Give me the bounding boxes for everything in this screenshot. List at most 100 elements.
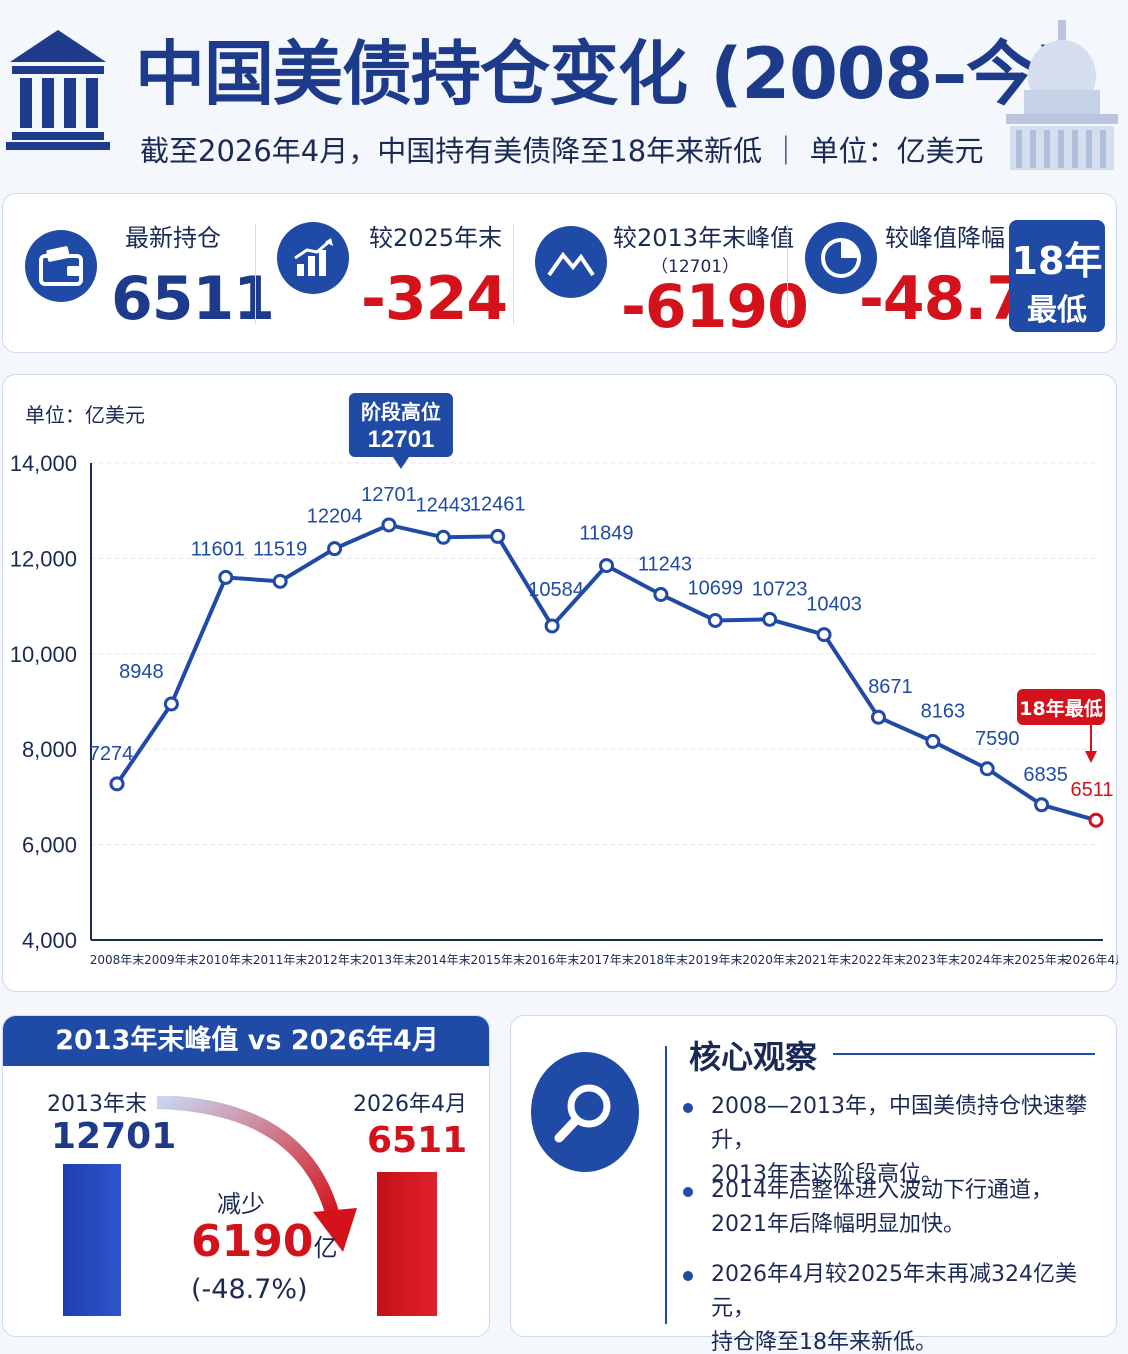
data-point	[109, 776, 125, 792]
data-label: 11601	[191, 538, 245, 560]
data-point	[544, 618, 560, 634]
data-point	[1088, 812, 1104, 828]
decrease-unit: 亿	[313, 1234, 338, 1262]
x-tick-label: 2019年末	[688, 953, 743, 967]
pie-chart-icon	[805, 222, 877, 294]
low-badge-line1: 18年	[1011, 239, 1103, 283]
header: 中国美债持仓变化 (2008–今) 截至2026年4月，中国持有美债降至18年来…	[0, 0, 1128, 185]
data-point	[381, 517, 397, 533]
page-subtitle: 截至2026年4月，中国持有美债降至18年来新低 ｜ 单位：亿美元	[140, 134, 984, 168]
comparison-header: 2013年末峰值 vs 2026年4月	[3, 1016, 489, 1066]
kpi-panel: 最新持仓 6511 较2025年末 -324 较2013年末峰值 （12701）…	[2, 193, 1117, 353]
bar-chart-icon	[277, 222, 349, 294]
x-tick-label: 2008年末	[90, 953, 145, 967]
low-callout-box	[1017, 689, 1105, 725]
data-label: 11519	[253, 538, 307, 560]
data-label: 7590	[975, 728, 1020, 750]
wallet-icon	[25, 230, 97, 302]
x-tick-label: 2014年末	[416, 953, 471, 967]
x-tick-label: 2015年末	[470, 953, 525, 967]
decrease-label: 减少	[217, 1190, 265, 1218]
kpi-latest-label: 最新持仓	[125, 224, 221, 252]
data-point	[925, 733, 941, 749]
data-point	[327, 541, 343, 557]
page-title: 中国美债持仓变化 (2008–今)	[135, 33, 1067, 115]
data-label: 12701	[361, 484, 417, 506]
peak-callout-line1: 阶段高位	[361, 400, 441, 424]
y-tick-label: 14,000	[10, 451, 77, 476]
low-badge: 18年 最低	[1009, 220, 1105, 332]
comparison-left-label: 2013年末	[47, 1092, 147, 1117]
y-tick-label: 6,000	[22, 833, 77, 858]
x-tick-label: 2011年末	[253, 953, 308, 967]
x-tick-label: 2022年末	[851, 953, 906, 967]
data-label: 10723	[752, 578, 808, 600]
data-point	[762, 611, 778, 627]
peak-callout-line2: 12701	[368, 426, 435, 453]
data-point	[707, 612, 723, 628]
chart-panel: 单位：亿美元 4,000 6,000 8,000 10,000 12,000 14,000…	[2, 374, 1118, 992]
kpi-latest-value: 6511	[111, 264, 275, 334]
comparison-right-label: 2026年4月	[353, 1092, 467, 1117]
data-label: 8163	[921, 700, 966, 722]
x-tick-label: 2017年末	[579, 953, 634, 967]
observation-item: 2014年后整体进入波动下行通道， 2021年后降幅明显加快。	[683, 1174, 1107, 1242]
chart-unit-label: 单位：亿美元	[25, 403, 145, 427]
data-label: 7274	[89, 743, 134, 765]
data-point	[870, 709, 886, 725]
data-label: 6835	[1023, 764, 1068, 786]
data-point	[653, 587, 669, 603]
kpi-vs-peak-sub: （12701）	[651, 257, 740, 277]
data-label: 10584	[528, 579, 584, 601]
x-tick-label: 2025年末	[1014, 953, 1069, 967]
data-point	[599, 558, 614, 574]
x-tick-label: 2020年末	[742, 953, 797, 967]
capitol-icon	[1006, 20, 1118, 170]
y-tick-label: 12,000	[10, 546, 77, 571]
comparison-left-value: 12701	[51, 1116, 177, 1157]
x-tick-label: 2026年4月	[1065, 953, 1118, 967]
y-tick-label: 4,000	[22, 928, 77, 953]
kpi-vs-2025-label: 较2025年末	[369, 224, 503, 252]
data-label: 12443	[416, 494, 472, 516]
data-label: 11849	[579, 523, 633, 545]
x-tick-label: 2024年末	[960, 953, 1015, 967]
bank-icon	[6, 30, 110, 150]
decrease-value: 6190亿	[191, 1216, 338, 1267]
comparison-right-bar	[377, 1172, 437, 1316]
x-tick-label: 2012年末	[307, 953, 362, 967]
data-point	[272, 573, 288, 589]
data-label: 12204	[307, 506, 363, 528]
observations-panel: 核心观察 2008—2013年，中国美债持仓快速攀升， 2013年末达阶段高位。 …	[510, 1015, 1117, 1354]
observation-item: 2008—2013年，中国美债持仓快速攀升， 2013年末达阶段高位。	[683, 1090, 1107, 1192]
peak-callout-pointer	[392, 457, 409, 469]
comparison-right-value: 6511	[367, 1120, 468, 1161]
observation-item: 2026年4月较2025年末再减324亿美元， 持仓降至18年来新低。	[683, 1258, 1107, 1354]
data-point	[218, 569, 234, 585]
peak-callout-box	[348, 393, 453, 457]
kpi-vs-peak-value: -6190	[621, 272, 809, 342]
kpi-vs-2025-value: -324	[361, 264, 508, 334]
decrease-arrow-icon	[156, 1096, 357, 1252]
magnifier-icon	[531, 1052, 639, 1172]
mountain-icon	[535, 226, 607, 298]
low-badge-line2: 最低	[1027, 293, 1087, 328]
x-tick-label: 2010年末	[199, 953, 254, 967]
data-label: 10403	[806, 594, 862, 616]
kpi-vs-peak-label: 较2013年末峰值	[613, 224, 795, 252]
data-label: 6511	[1070, 779, 1113, 801]
data-label: 10699	[687, 577, 743, 599]
x-tick-label: 2013年末	[362, 953, 417, 967]
x-tick-label: 2023年末	[906, 953, 961, 967]
low-callout-text: 18年最低	[1019, 697, 1102, 720]
data-point	[979, 761, 995, 777]
data-point	[163, 696, 179, 712]
data-point	[490, 528, 506, 544]
kpi-drop-label: 较峰值降幅	[885, 224, 1005, 252]
data-point	[435, 529, 451, 545]
data-label: 8671	[868, 676, 913, 698]
x-tick-label: 2009年末	[144, 953, 199, 967]
comparison-left-bar	[63, 1164, 121, 1316]
data-point	[816, 627, 832, 643]
